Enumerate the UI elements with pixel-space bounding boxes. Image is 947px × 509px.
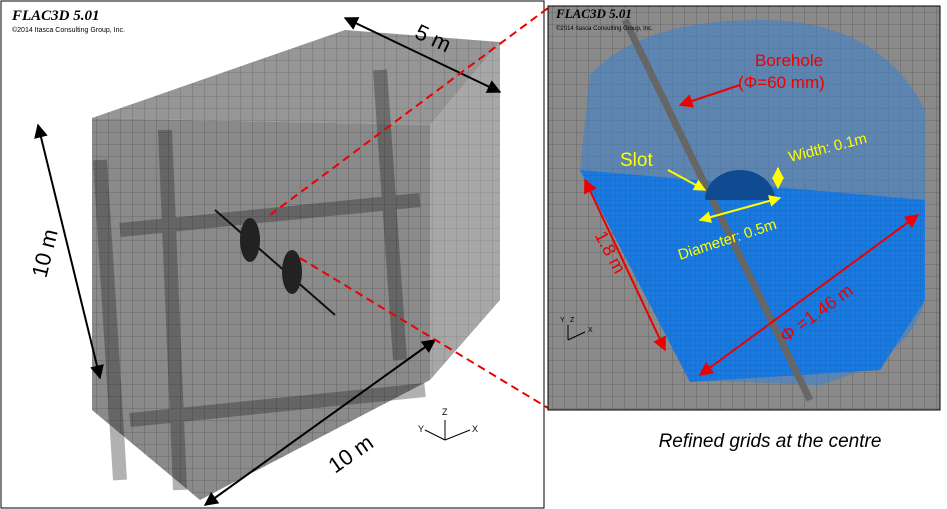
caption: Refined grids at the centre xyxy=(659,431,882,452)
axis-label: Z xyxy=(570,317,575,324)
right-panel: FLAC3D 5.01 ©2014 Itasca Consulting Grou… xyxy=(548,6,940,410)
axis-label: Z xyxy=(442,407,448,417)
software-label: FLAC3D 5.01 xyxy=(11,8,100,24)
slot xyxy=(282,250,302,294)
left-panel: FLAC3D 5.01 ©2014 Itasca Consulting Grou… xyxy=(1,1,544,508)
axis-label: X xyxy=(588,327,593,334)
slot-label: Slot xyxy=(620,150,653,171)
axis-label: Y xyxy=(418,424,424,434)
borehole-label: Borehole xyxy=(755,51,823,70)
figure: FLAC3D 5.01 ©2014 Itasca Consulting Grou… xyxy=(0,0,947,509)
borehole-diameter: (Φ=60 mm) xyxy=(738,73,825,92)
copyright: ©2014 Itasca Consulting Group, Inc. xyxy=(12,26,125,34)
software-label: FLAC3D 5.01 xyxy=(555,6,632,21)
axis-label: X xyxy=(472,424,478,434)
axis-label: Y xyxy=(560,317,565,324)
copyright: ©2014 Itasca Consulting Group, Inc. xyxy=(556,25,653,32)
slot xyxy=(240,218,260,262)
